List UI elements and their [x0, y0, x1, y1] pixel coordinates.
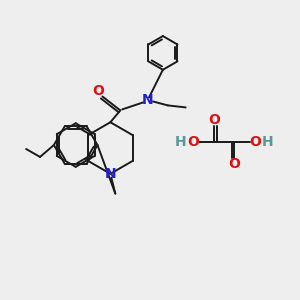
Text: O: O [188, 135, 200, 149]
Text: H: H [262, 135, 274, 149]
Text: O: O [249, 135, 261, 149]
Text: O: O [92, 84, 104, 98]
Text: H: H [175, 135, 187, 149]
Text: O: O [228, 157, 240, 171]
Text: N: N [105, 167, 116, 181]
Text: N: N [142, 94, 154, 107]
Text: O: O [208, 113, 220, 127]
